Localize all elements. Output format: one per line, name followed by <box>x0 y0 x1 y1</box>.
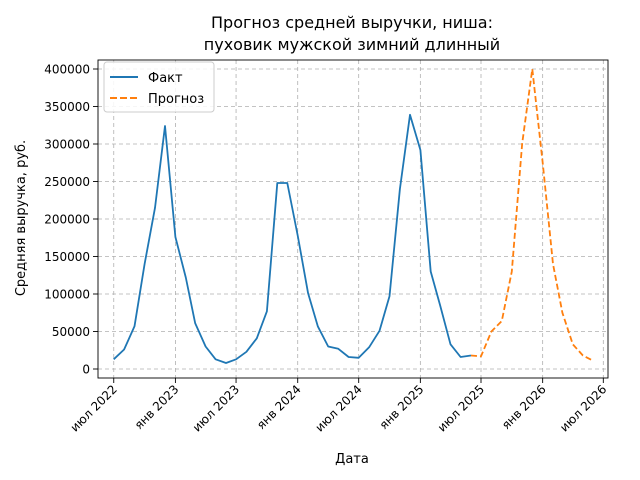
y-tick-label: 50000 <box>52 325 90 339</box>
x-axis-ticks: июл 2022 янв 2023 июл 2023 янв 2024 июл 2024… <box>68 378 609 435</box>
x-tick-label: янв 2023 <box>132 382 182 432</box>
y-tick-label: 400000 <box>44 63 90 77</box>
x-tick-label: янв 2026 <box>499 382 549 432</box>
legend: Факт Прогноз <box>103 61 215 113</box>
y-tick-label: 150000 <box>44 250 90 264</box>
y-tick-label: 0 <box>82 363 90 377</box>
chart-title-line-2: пуховик мужской зимний длинный <box>204 35 500 54</box>
y-tick-label: 100000 <box>44 288 90 302</box>
y-tick-label: 350000 <box>44 100 90 114</box>
legend-box <box>103 61 215 113</box>
x-tick-label: июл 2026 <box>557 382 609 434</box>
y-tick-label: 300000 <box>44 138 90 152</box>
series-lines <box>113 68 594 364</box>
legend-label-forecast: Прогноз <box>148 92 204 107</box>
legend-label-fact: Факт <box>148 71 183 86</box>
y-axis-ticks: 0 50000 100000 150000 200000 250000 300000 3500… <box>44 63 98 377</box>
x-tick-label: янв 2025 <box>377 382 427 432</box>
series-line-forecast <box>470 68 594 362</box>
x-tick-label: июл 2025 <box>435 382 487 434</box>
y-axis-label: Средняя выручка, руб. <box>14 140 29 296</box>
series-line-fact <box>113 113 472 364</box>
x-tick-label: июл 2022 <box>68 382 120 434</box>
y-tick-label: 250000 <box>44 175 90 189</box>
chart-title-line-1: Прогноз средней выручки, ниша: <box>211 13 493 32</box>
x-axis-label: Дата <box>335 452 369 467</box>
x-tick-label: янв 2024 <box>254 382 304 432</box>
y-tick-label: 200000 <box>44 213 90 227</box>
x-tick-label: июл 2024 <box>313 382 365 434</box>
x-tick-label: июл 2023 <box>190 382 242 434</box>
